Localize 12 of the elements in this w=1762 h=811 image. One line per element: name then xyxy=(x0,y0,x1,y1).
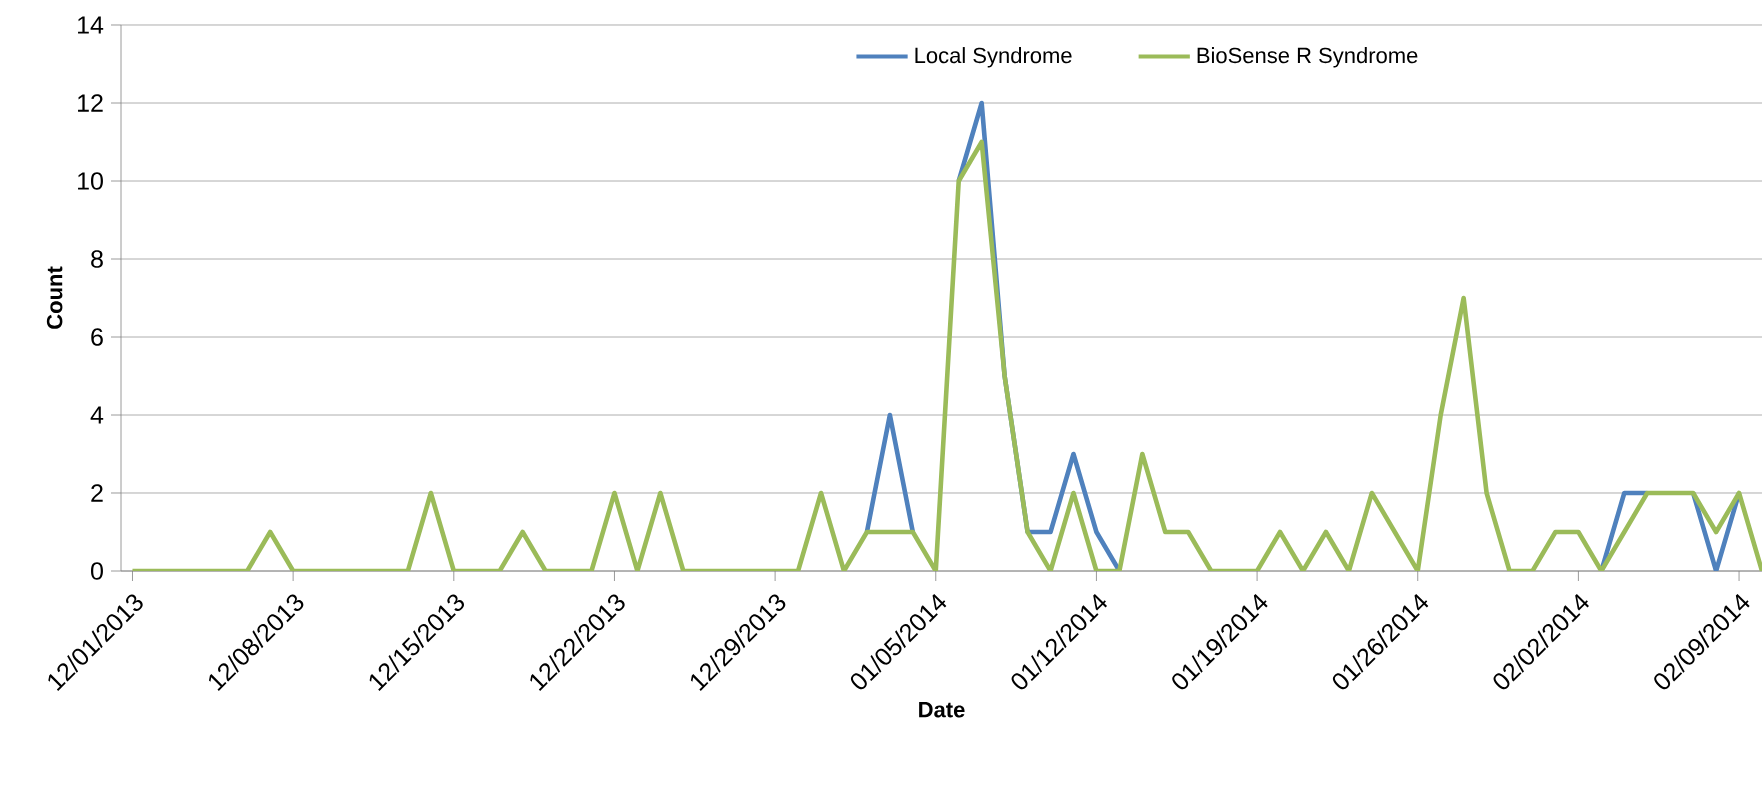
y-tick-label: 6 xyxy=(91,328,103,346)
y-tick-label: 2 xyxy=(91,484,103,502)
y-axis-title: Count xyxy=(46,266,63,329)
y-tick-label: 8 xyxy=(91,250,103,268)
x-axis-title: Date xyxy=(919,702,965,718)
y-tick-label: 4 xyxy=(90,406,104,424)
legend-label: Local Syndrome xyxy=(915,47,1072,68)
legend-label: BioSense R Syndrome xyxy=(1197,47,1418,68)
y-tick-label: 12 xyxy=(78,94,103,112)
y-tick-label: 10 xyxy=(78,172,103,190)
y-tick-label: 14 xyxy=(78,16,104,34)
y-tick-label: 0 xyxy=(91,562,103,580)
